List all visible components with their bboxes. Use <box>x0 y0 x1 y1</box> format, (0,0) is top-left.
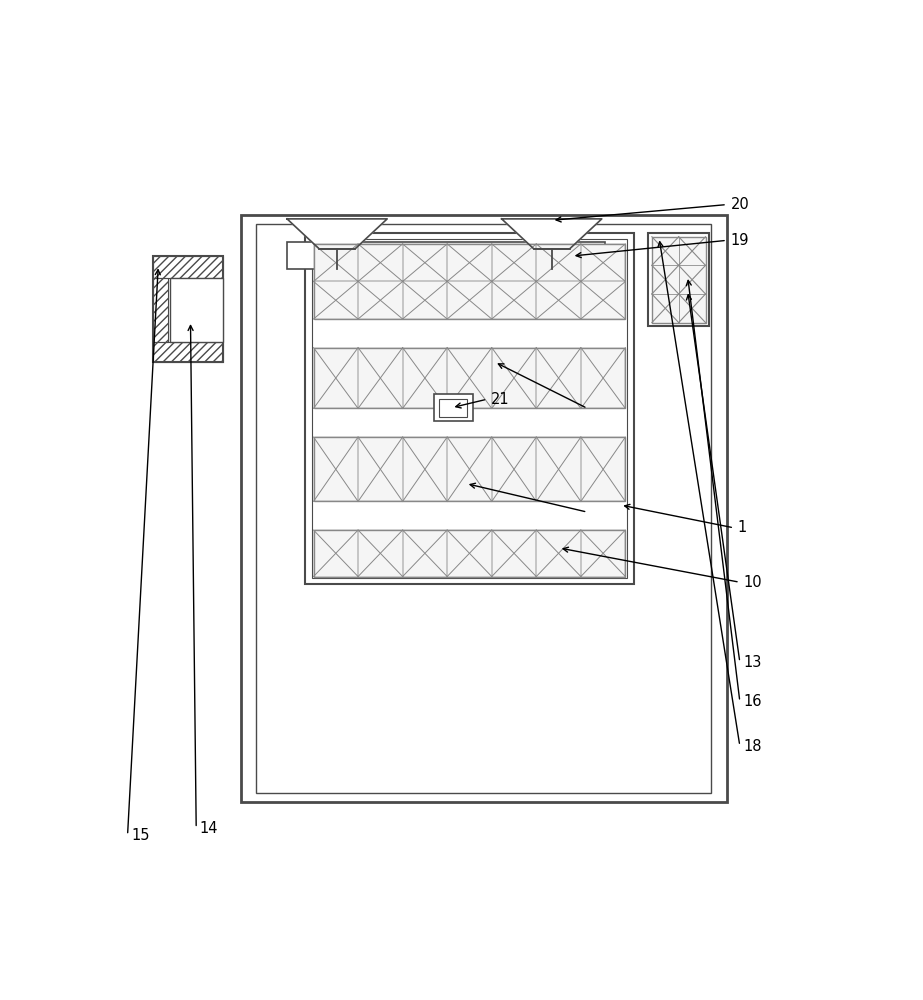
Bar <box>241 215 727 802</box>
Polygon shape <box>502 219 602 249</box>
Text: 1: 1 <box>737 520 747 535</box>
Bar <box>312 239 627 578</box>
Bar <box>434 394 473 421</box>
Text: 21: 21 <box>491 392 509 407</box>
Bar <box>438 399 467 417</box>
Bar <box>314 437 626 501</box>
Bar <box>314 530 626 577</box>
Bar <box>652 237 705 323</box>
Text: 14: 14 <box>199 821 218 836</box>
Text: 16: 16 <box>743 694 761 709</box>
Bar <box>153 256 223 362</box>
Bar <box>257 224 712 793</box>
Text: 13: 13 <box>743 655 761 670</box>
Text: 18: 18 <box>743 739 761 754</box>
Bar <box>153 342 223 362</box>
Text: 19: 19 <box>731 233 749 248</box>
Bar <box>153 256 223 278</box>
Text: 15: 15 <box>131 828 150 843</box>
Bar <box>305 233 634 584</box>
Bar <box>314 348 626 408</box>
Text: 20: 20 <box>731 197 749 212</box>
Bar <box>170 278 223 342</box>
Bar <box>648 233 709 326</box>
Bar <box>153 278 168 342</box>
Text: 10: 10 <box>743 575 762 590</box>
Bar <box>287 242 605 269</box>
Polygon shape <box>287 219 388 249</box>
Bar <box>314 244 626 319</box>
